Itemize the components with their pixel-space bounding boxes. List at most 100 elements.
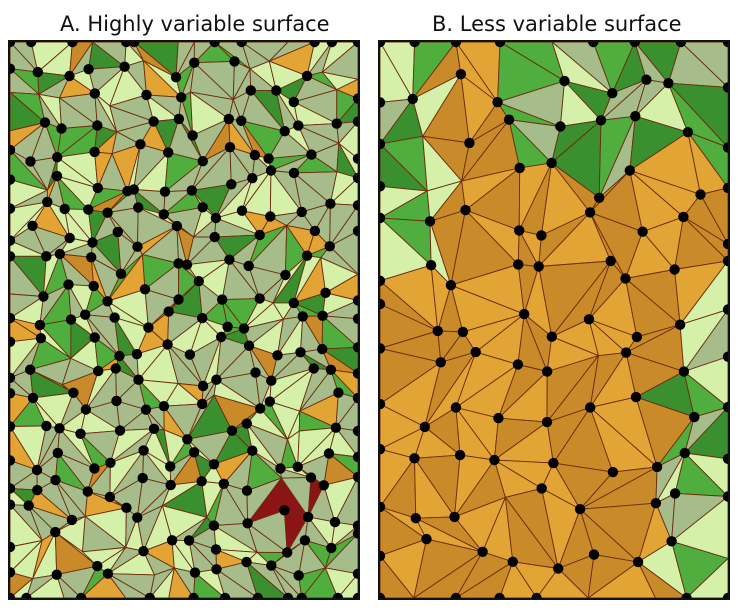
tin-node-dot (325, 198, 336, 209)
tin-node-dot (272, 350, 283, 361)
tin-node-dot (115, 268, 127, 279)
tin-node-dot (76, 592, 87, 598)
tin-node-dot (450, 402, 462, 413)
tin-node-dot (133, 374, 144, 385)
tin-node-dot (588, 549, 600, 560)
tin-node-dot (607, 466, 619, 478)
tin-node-dot (679, 447, 690, 459)
tin-node-dot (689, 411, 700, 423)
tin-node-dot (186, 185, 197, 196)
tin-node-dot (21, 592, 32, 598)
tin-node-dot (144, 592, 155, 598)
tin-node-dot (492, 97, 503, 108)
tin-node-dot (265, 211, 276, 222)
tin-node-dot (275, 463, 286, 474)
tin-node-dot (460, 204, 471, 216)
tin-node-dot (352, 568, 358, 579)
tin-node-dot (243, 340, 255, 351)
tin-node-dot (583, 314, 595, 325)
tin-triangle (215, 568, 259, 598)
tin-node-dot (309, 225, 321, 237)
tin-node-dot (41, 251, 52, 262)
tin-node-dot (92, 120, 103, 131)
tin-node-dot (407, 93, 418, 105)
tin-node-dot (533, 261, 544, 272)
tin-node-dot (217, 294, 228, 305)
tin-node-dot (299, 535, 311, 546)
tin-node-dot (219, 592, 231, 598)
tin-node-dot (92, 560, 103, 572)
tin-node-dot (352, 313, 358, 324)
tin-node-dot (546, 157, 557, 169)
tin-node-dot (675, 42, 687, 48)
tin-node-dot (132, 241, 143, 252)
tin-triangle (536, 567, 589, 598)
tin-node-dot (352, 93, 358, 104)
tin-node-dot (109, 312, 120, 323)
tin-node-dot (135, 139, 146, 150)
tin-node-dot (210, 544, 222, 555)
tin-node-dot (41, 420, 52, 432)
tin-node-dot (663, 78, 674, 89)
tin-node-dot (288, 96, 299, 108)
tin-node-dot (331, 118, 342, 129)
tin-node-dot (722, 401, 728, 413)
tin-node-dot (630, 391, 642, 403)
tin-node-dot (352, 153, 358, 164)
tin-node-dot (435, 357, 446, 368)
tin-node-dot (722, 491, 728, 502)
tin-node-dot (121, 42, 132, 48)
tin-node-dot (629, 42, 641, 48)
tin-node-dot (641, 74, 652, 85)
tin-node-dot (266, 560, 277, 571)
tin-node-dot (165, 479, 176, 491)
tin-node-dot (352, 42, 358, 48)
tin-node-dot (666, 536, 677, 547)
tin-node-dot (559, 75, 570, 87)
tin-triangle (107, 573, 151, 598)
tin-node-dot (669, 264, 680, 275)
tin-triangle (380, 555, 415, 598)
tin-node-dot (139, 284, 151, 295)
tin-node-dot (196, 476, 207, 487)
tin-node-dot (630, 111, 641, 122)
tin-node-dot (247, 173, 258, 184)
tin-node-dot (102, 296, 113, 307)
tin-node-dot (722, 42, 728, 48)
tin-node-dot (42, 196, 53, 208)
tin-node-dot (10, 235, 16, 246)
tin-node-dot (309, 42, 320, 48)
tin-node-dot (266, 375, 277, 386)
tin-node-dot (678, 211, 689, 223)
tin-node-dot (166, 535, 178, 546)
tin-node-dot (295, 347, 306, 358)
tin-node-dot (305, 472, 317, 483)
tin-node-dot (238, 323, 250, 334)
tin-node-dot (32, 66, 43, 78)
tin-node-dot (536, 483, 547, 494)
tin-node-dot (620, 273, 631, 284)
tin-node-dot (326, 42, 338, 48)
tin-node-dot (352, 200, 358, 211)
tin-node-dot (50, 474, 61, 486)
tin-node-dot (449, 511, 460, 523)
tin-node-dot (695, 189, 706, 200)
tin-node-dot (380, 550, 386, 562)
tin-node-dot (352, 392, 358, 404)
tin-node-dot (252, 592, 263, 598)
tin-node-dot (282, 592, 294, 598)
tin-node-dot (86, 252, 97, 263)
tin-node-dot (380, 444, 386, 455)
tin-node-dot (10, 144, 16, 156)
tin-node-dot (548, 457, 559, 469)
tin-nodes (380, 42, 728, 598)
tin-node-dot (650, 498, 662, 509)
tin-node-dot (585, 402, 596, 413)
tin-node-dot (279, 505, 290, 516)
tin-node-dot (10, 312, 16, 324)
tin-node-dot (241, 485, 253, 496)
tin-node-dot (197, 312, 208, 324)
tin-node-dot (138, 546, 149, 557)
tin-node-dot (75, 428, 86, 439)
tin-node-dot (271, 85, 282, 96)
